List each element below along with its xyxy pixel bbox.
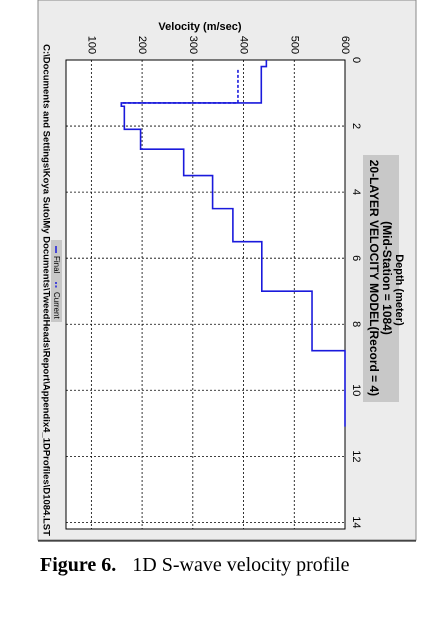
legend-box: [51, 240, 62, 322]
chart: Velocity (m/sec) 20-LAYER VELOCITY MODEL…: [37, 0, 417, 542]
x-tick-label: 0: [350, 57, 362, 63]
x-tick-label: 4: [350, 189, 362, 195]
x-tick-label: 2: [350, 123, 362, 129]
x-tick-label: 12: [350, 450, 362, 462]
y-tick-label: 100: [85, 36, 97, 54]
series-line: [120, 69, 239, 107]
plot-area: [65, 59, 346, 530]
caption-text: 1D S-wave velocity profile: [132, 554, 350, 576]
caption-label: Figure 6.: [40, 554, 117, 576]
x-tick-label: 10: [350, 384, 362, 396]
y-tick-label: 500: [288, 36, 300, 54]
y-tick-label: 200: [136, 36, 148, 54]
legend-label: Final: [52, 256, 61, 274]
title-box: [363, 155, 399, 402]
legend-label: Current: [52, 292, 61, 319]
file-path: C:\Documents and Settings\Koya Suto\My D…: [40, 44, 51, 536]
series-line: [120, 60, 346, 427]
y-tick-label: 400: [238, 36, 250, 54]
x-axis-title: Depth (meter): [393, 254, 405, 326]
chart-subtitle: (Mid-Station = 1084): [380, 221, 394, 335]
y-axis-title: Velocity (m/sec): [158, 21, 241, 33]
x-tick-label: 6: [350, 255, 362, 261]
y-tick-label: 600: [339, 36, 351, 54]
x-tick-label: 14: [350, 516, 362, 528]
chart-title: 20-LAYER VELOCITY MODEL(Record = 4): [367, 160, 381, 396]
x-tick-label: 8: [350, 321, 362, 327]
y-tick-label: 300: [187, 36, 199, 54]
figure-caption: Figure 6. 1D S-wave velocity profile: [40, 552, 414, 578]
